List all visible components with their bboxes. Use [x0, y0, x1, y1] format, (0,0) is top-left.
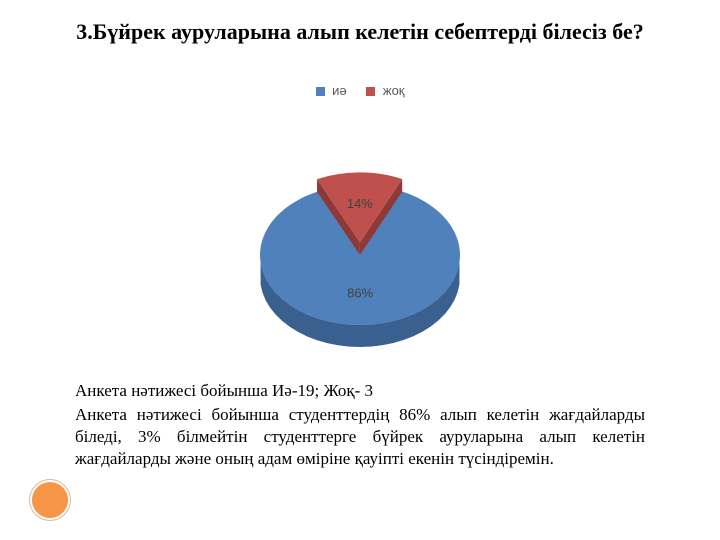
- legend-item-yes: иә: [316, 83, 347, 98]
- pie-label: 86%: [347, 285, 373, 300]
- slide-title: 3.Бүйрек ауруларына алып келетін себепте…: [60, 18, 660, 46]
- legend-swatch-yes: [316, 87, 325, 96]
- body-text: Анкета нәтижесі бойынша Иә-19; Жоқ- 3 Ан…: [75, 380, 645, 470]
- pie-chart: 86% 14%: [210, 105, 510, 365]
- body-line-1: Анкета нәтижесі бойынша Иә-19; Жоқ- 3: [75, 380, 645, 402]
- legend-item-no: жоқ: [366, 83, 404, 98]
- pie-svg: 86% 14%: [210, 105, 510, 365]
- legend-label-yes: иә: [332, 83, 347, 98]
- pie-label: 14%: [347, 196, 373, 211]
- accent-circle-icon: [30, 480, 70, 520]
- body-paragraph: Анкета нәтижесі бойынша студенттердің 86…: [75, 404, 645, 470]
- chart-legend: иә жоқ: [0, 82, 720, 98]
- legend-swatch-no: [366, 87, 375, 96]
- legend-label-no: жоқ: [383, 83, 405, 98]
